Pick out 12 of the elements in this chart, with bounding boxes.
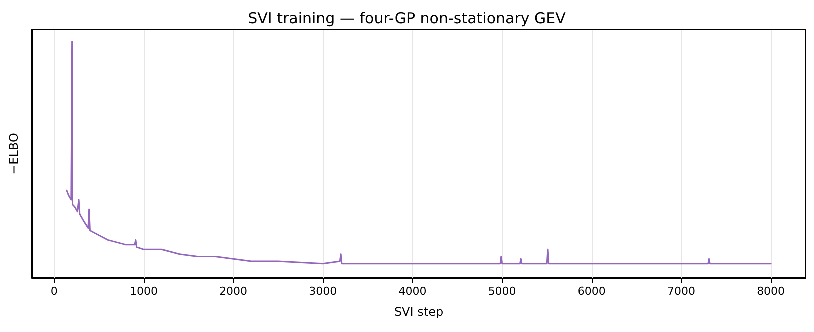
x-axis-title: SVI step (394, 305, 444, 319)
x-tick-label: 7000 (667, 285, 696, 298)
x-tick-label: 5000 (488, 285, 516, 298)
x-tick-label: 0 (50, 285, 58, 298)
x-tick-label: 1000 (130, 285, 158, 298)
x-tick-label: 3000 (309, 285, 338, 298)
x-tick-label: 4000 (398, 285, 427, 298)
x-tick-label: 8000 (757, 285, 786, 298)
x-tick-label: 6000 (578, 285, 606, 298)
chart-title: SVI training — four-GP non-stationary GEV (248, 10, 567, 28)
x-tick-label: 2000 (220, 285, 248, 298)
y-axis-title: −ELBO (7, 133, 21, 175)
